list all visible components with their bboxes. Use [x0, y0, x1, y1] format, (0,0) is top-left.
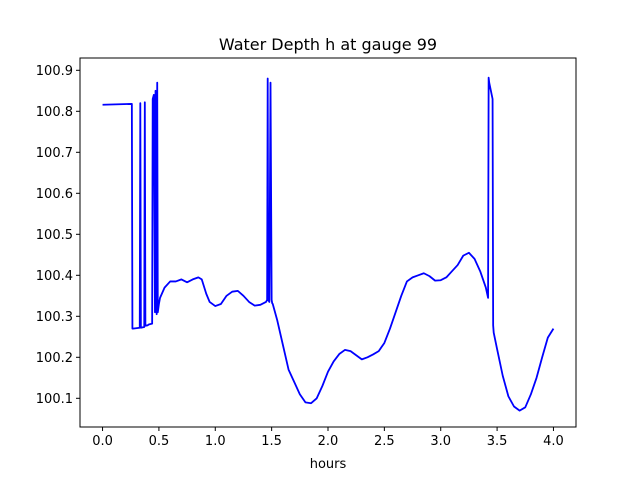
x-axis-label: hours	[310, 457, 347, 472]
y-tick-label: 100.5	[36, 228, 73, 243]
y-tick-label: 100.7	[36, 146, 73, 161]
chart-title: Water Depth h at gauge 99	[219, 35, 437, 54]
plot-frame	[79, 57, 577, 428]
series-line	[102, 76, 555, 412]
x-axis-ticks: 0.0 0.5 1.0 1.5 2.0 2.5 3.0 3.5 4.0	[92, 427, 564, 449]
x-tick-label: 2.5	[374, 434, 395, 449]
x-tick-label: 4.0	[543, 434, 564, 449]
x-tick-label: 0.5	[149, 434, 170, 449]
y-tick-label: 100.4	[36, 269, 73, 284]
x-tick-label: 1.5	[261, 434, 282, 449]
y-axis-ticks: 100.1 100.2 100.3 100.4 100.5 100.6 100.7 100.8…	[36, 64, 80, 407]
x-tick-label: 3.0	[430, 434, 451, 449]
y-tick-label: 100.9	[36, 64, 73, 79]
y-tick-label: 100.6	[36, 187, 73, 202]
y-tick-label: 100.2	[36, 351, 73, 366]
x-tick-label: 0.0	[92, 434, 113, 449]
y-tick-label: 100.3	[36, 310, 73, 325]
x-tick-label: 2.0	[318, 434, 339, 449]
x-tick-label: 1.0	[205, 434, 226, 449]
x-tick-label: 3.5	[487, 434, 508, 449]
y-tick-label: 100.1	[36, 392, 73, 407]
y-tick-label: 100.8	[36, 105, 73, 120]
